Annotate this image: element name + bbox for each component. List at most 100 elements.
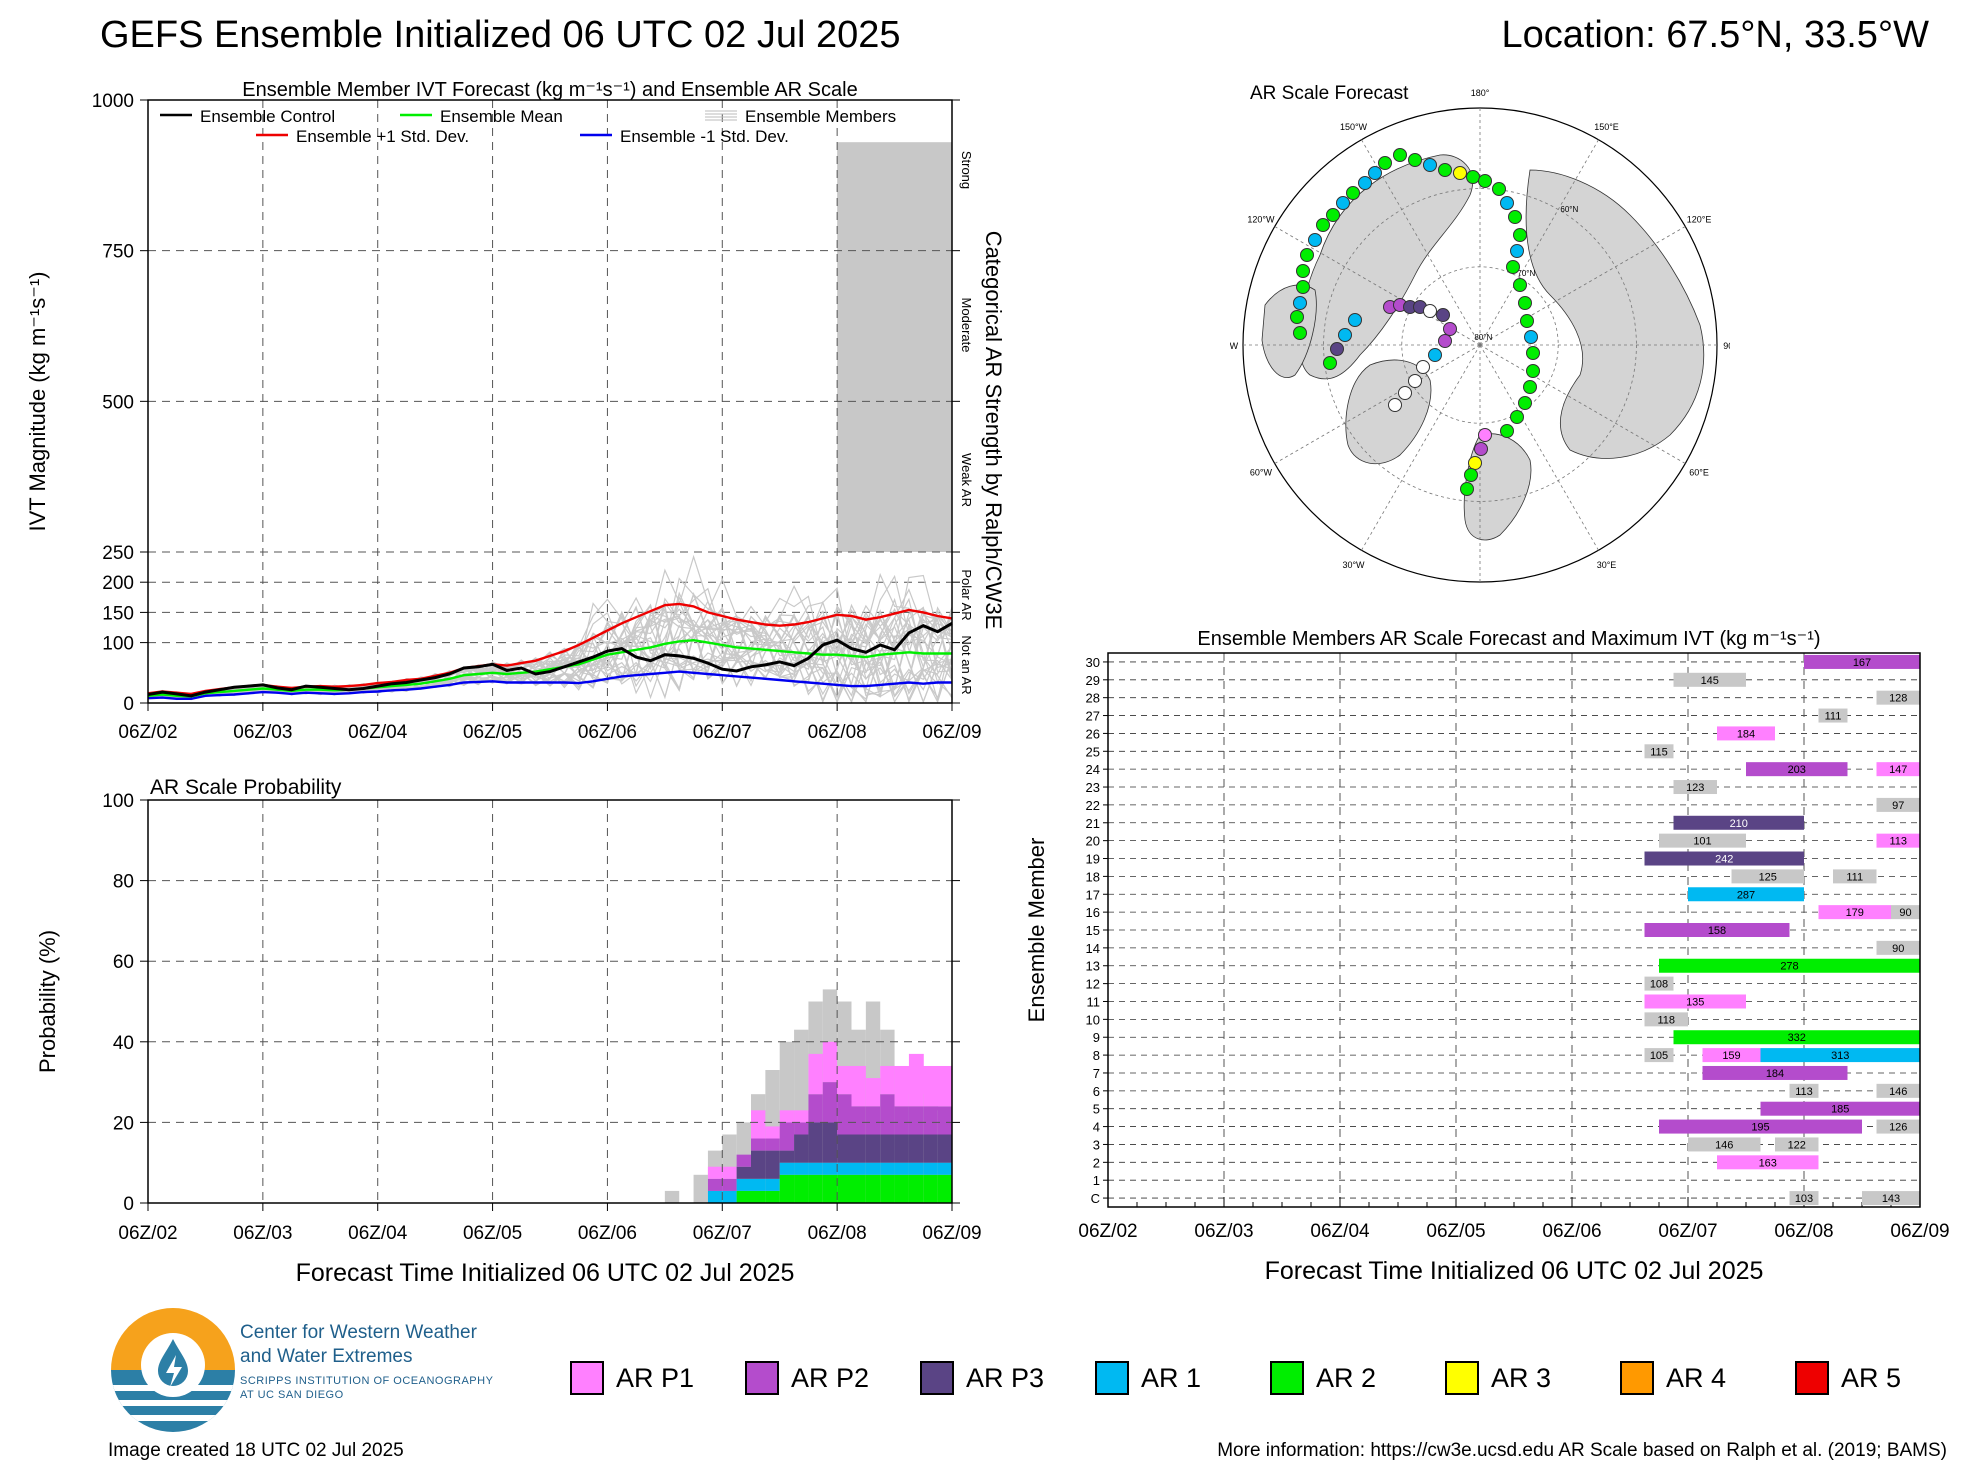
legend-label: AR P1 (616, 1362, 695, 1393)
ar-point (1443, 322, 1457, 336)
ar-point (1453, 166, 1467, 180)
prob-bar-segment (937, 1106, 953, 1135)
legend-label: AR 1 (1141, 1362, 1202, 1393)
prob-bar-segment (779, 1174, 795, 1203)
row-label: 1 (1093, 1173, 1100, 1188)
lat-label: 70°N (1517, 269, 1535, 278)
x-tick-label: 06Z/09 (1890, 1221, 1949, 1242)
x-tick-label: 06Z/05 (463, 1223, 522, 1244)
y-tick-label: 750 (102, 242, 134, 263)
legend-item-ar-p1: AR P1 (570, 1358, 694, 1398)
lat-label: 60°N (1560, 205, 1578, 214)
legend-swatch (1795, 1361, 1829, 1395)
member-bar-label: 125 (1759, 871, 1777, 883)
member-bar-label: 118 (1657, 1014, 1675, 1026)
lon-label: 30°E (1597, 560, 1617, 570)
y-axis-label: Probability (%) (35, 930, 60, 1073)
member-bar-label: 122 (1788, 1139, 1806, 1151)
legend-swatch (1620, 1361, 1654, 1395)
ar-point (1474, 442, 1488, 456)
row-label: 3 (1093, 1137, 1100, 1152)
member-bar-label: 103 (1795, 1193, 1813, 1205)
ar-point (1330, 342, 1344, 356)
ar-point (1526, 364, 1540, 378)
member-bar (1760, 1048, 1920, 1063)
page-title: GEFS Ensemble Initialized 06 UTC 02 Jul … (100, 14, 901, 56)
member-bar-label: 158 (1708, 925, 1726, 937)
prob-bar-segment (779, 1110, 795, 1123)
row-label: 12 (1086, 977, 1100, 992)
legend-swatch (1445, 1361, 1479, 1395)
prob-bar-segment (736, 1166, 752, 1179)
category-label: Polar AR (959, 569, 974, 620)
prob-bar-segment (822, 1162, 838, 1175)
prob-bar-segment (822, 1174, 838, 1203)
member-bar (1673, 672, 1746, 687)
prob-bar-segment (751, 1150, 766, 1179)
ar-point (1478, 174, 1492, 188)
member-bar-label: 332 (1788, 1032, 1806, 1044)
prob-bar-segment (851, 1065, 867, 1107)
member-bar (1644, 1048, 1674, 1063)
prob-bar-segment (865, 1162, 881, 1175)
y-tick-label: 250 (102, 543, 134, 564)
legend-label: Ensemble Members (745, 107, 896, 126)
ar-point (1513, 278, 1527, 292)
ar-point (1408, 374, 1422, 388)
prob-bar-segment (751, 1110, 766, 1139)
plot-frame (147, 99, 953, 704)
ivt-forecast-chart: Ensemble Member IVT Forecast (kg m⁻¹s⁻¹)… (25, 79, 1006, 743)
ar-point (1460, 482, 1474, 496)
legend-item-ar-5: AR 5 (1795, 1358, 1901, 1398)
ar-point (1300, 248, 1314, 262)
chart-title: AR Scale Probability (150, 776, 342, 799)
legend-item-ar-3: AR 3 (1445, 1358, 1551, 1398)
x-axis-label: Forecast Time Initialized 06 UTC 02 Jul … (1265, 1257, 1764, 1285)
y-tick-label: 100 (102, 634, 134, 655)
ar-point (1466, 170, 1480, 184)
member-bar (1891, 905, 1920, 920)
row-label: C (1091, 1191, 1100, 1206)
prob-bar-segment (837, 1094, 852, 1135)
prob-bar-segment (822, 1041, 838, 1083)
land-mass (1525, 169, 1705, 459)
legend-label: AR P3 (966, 1362, 1045, 1393)
y-tick-label: 150 (102, 603, 134, 624)
ar-point (1358, 176, 1372, 190)
x-tick-label: 06Z/08 (1774, 1221, 1833, 1242)
x-axis-label: Forecast Time Initialized 06 UTC 02 Jul … (296, 1259, 795, 1287)
legend-label: AR 2 (1316, 1362, 1377, 1393)
y-tick-label: 100 (102, 791, 134, 812)
prob-bar-segment (808, 1162, 824, 1175)
ar-point (1293, 326, 1307, 340)
prob-bar-segment (923, 1174, 939, 1203)
legend-swatch (745, 1361, 779, 1395)
member-bar (1688, 887, 1804, 902)
ar-point (1323, 356, 1337, 370)
member-bar (1775, 1137, 1819, 1152)
ar-point (1368, 166, 1382, 180)
ar-point (1510, 244, 1524, 258)
legend-label: Ensemble +1 Std. Dev. (296, 127, 469, 146)
plot-frame (147, 799, 953, 1204)
ar-point (1316, 218, 1330, 232)
member-bar (1789, 1083, 1819, 1098)
prob-bar-segment (736, 1190, 752, 1203)
ar-probability-chart: AR Scale Probability 0 20 40 60 80 100 06Z/02 06… (35, 776, 982, 1287)
prob-bar-segment (707, 1166, 723, 1179)
right-axis-label: Categorical AR Strength by Ralph/CW3E (981, 231, 1006, 630)
ar-point (1393, 148, 1407, 162)
ar-point (1436, 308, 1450, 322)
prob-bar-segment (865, 1078, 881, 1107)
prob-bar-segment (794, 1134, 809, 1163)
ar-scale-bar (837, 142, 952, 552)
x-tick-label: 06Z/05 (463, 722, 522, 743)
y-tick-label: 40 (113, 1033, 134, 1054)
member-bar (1804, 654, 1920, 669)
prob-bar-segment (923, 1134, 939, 1163)
member-bar (1659, 958, 1920, 973)
member-bar (1876, 833, 1920, 848)
x-tick-label: 06Z/02 (1078, 1221, 1137, 1242)
row-label: 17 (1086, 887, 1100, 902)
x-tick-label: 06Z/05 (1426, 1221, 1485, 1242)
